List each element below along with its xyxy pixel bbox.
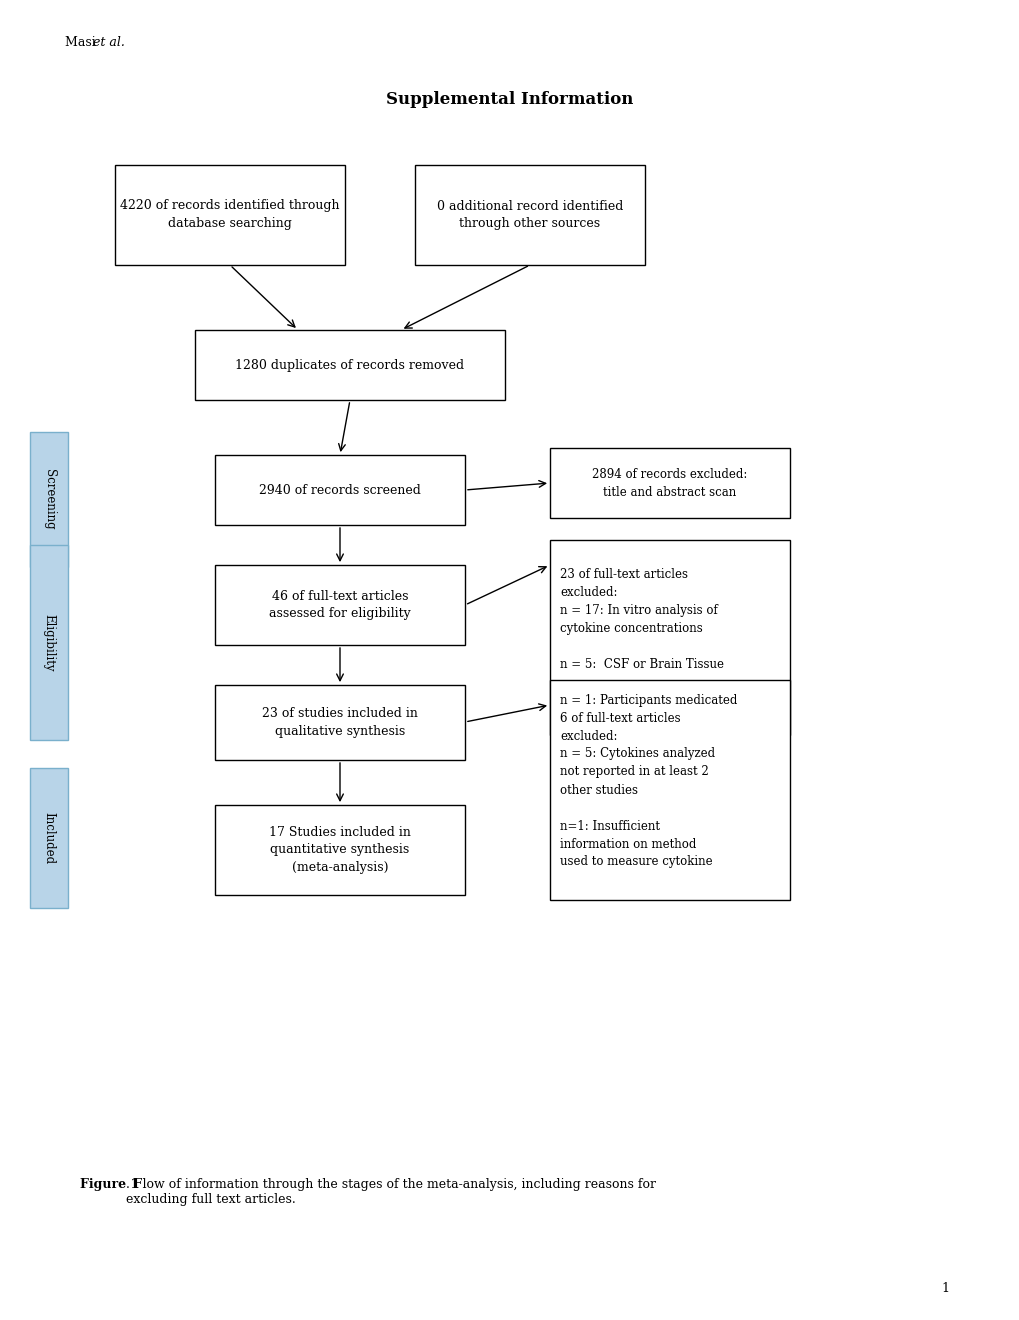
Text: 46 of full-text articles
assessed for eligibility: 46 of full-text articles assessed for el…	[269, 590, 411, 620]
Bar	[195, 330, 504, 400]
Bar	[215, 455, 465, 525]
Bar	[30, 432, 68, 568]
Text: 17 Studies included in
quantitative synthesis
(meta-analysis): 17 Studies included in quantitative synt…	[269, 825, 411, 874]
Text: Included: Included	[43, 812, 55, 865]
Bar	[215, 805, 465, 895]
Text: Screening: Screening	[43, 469, 55, 529]
Text: 0 additional record identified
through other sources: 0 additional record identified through o…	[436, 199, 623, 231]
Bar	[549, 680, 790, 900]
Text: Eligibility: Eligibility	[43, 614, 55, 672]
Text: 23 of full-text articles
excluded:
n = 17: In vitro analysis of
cytokine concent: 23 of full-text articles excluded: n = 1…	[559, 568, 737, 708]
Text: 2940 of records screened: 2940 of records screened	[259, 483, 421, 496]
Bar	[30, 768, 68, 908]
Text: 1280 duplicates of records removed: 1280 duplicates of records removed	[235, 359, 464, 371]
Bar	[215, 685, 465, 760]
Bar	[549, 540, 790, 735]
Text: Supplemental Information: Supplemental Information	[386, 91, 633, 108]
Bar	[415, 165, 644, 265]
Text: Masi: Masi	[65, 36, 100, 49]
Text: 6 of full-text articles
excluded:
n = 5: Cytokines analyzed
not reported in at l: 6 of full-text articles excluded: n = 5:…	[559, 711, 714, 869]
Text: et al.: et al.	[93, 36, 124, 49]
Text: 1: 1	[941, 1282, 948, 1295]
Text: . Flow of information through the stages of the meta-analysis, including reasons: . Flow of information through the stages…	[126, 1177, 655, 1206]
Bar	[115, 165, 344, 265]
Text: 23 of studies included in
qualitative synthesis: 23 of studies included in qualitative sy…	[262, 708, 418, 738]
Bar	[549, 447, 790, 517]
Bar	[215, 565, 465, 645]
Text: 4220 of records identified through
database searching: 4220 of records identified through datab…	[120, 199, 339, 231]
Text: Figure 1: Figure 1	[79, 1177, 140, 1191]
Bar	[30, 545, 68, 741]
Text: 2894 of records excluded:
title and abstract scan: 2894 of records excluded: title and abst…	[592, 467, 747, 499]
